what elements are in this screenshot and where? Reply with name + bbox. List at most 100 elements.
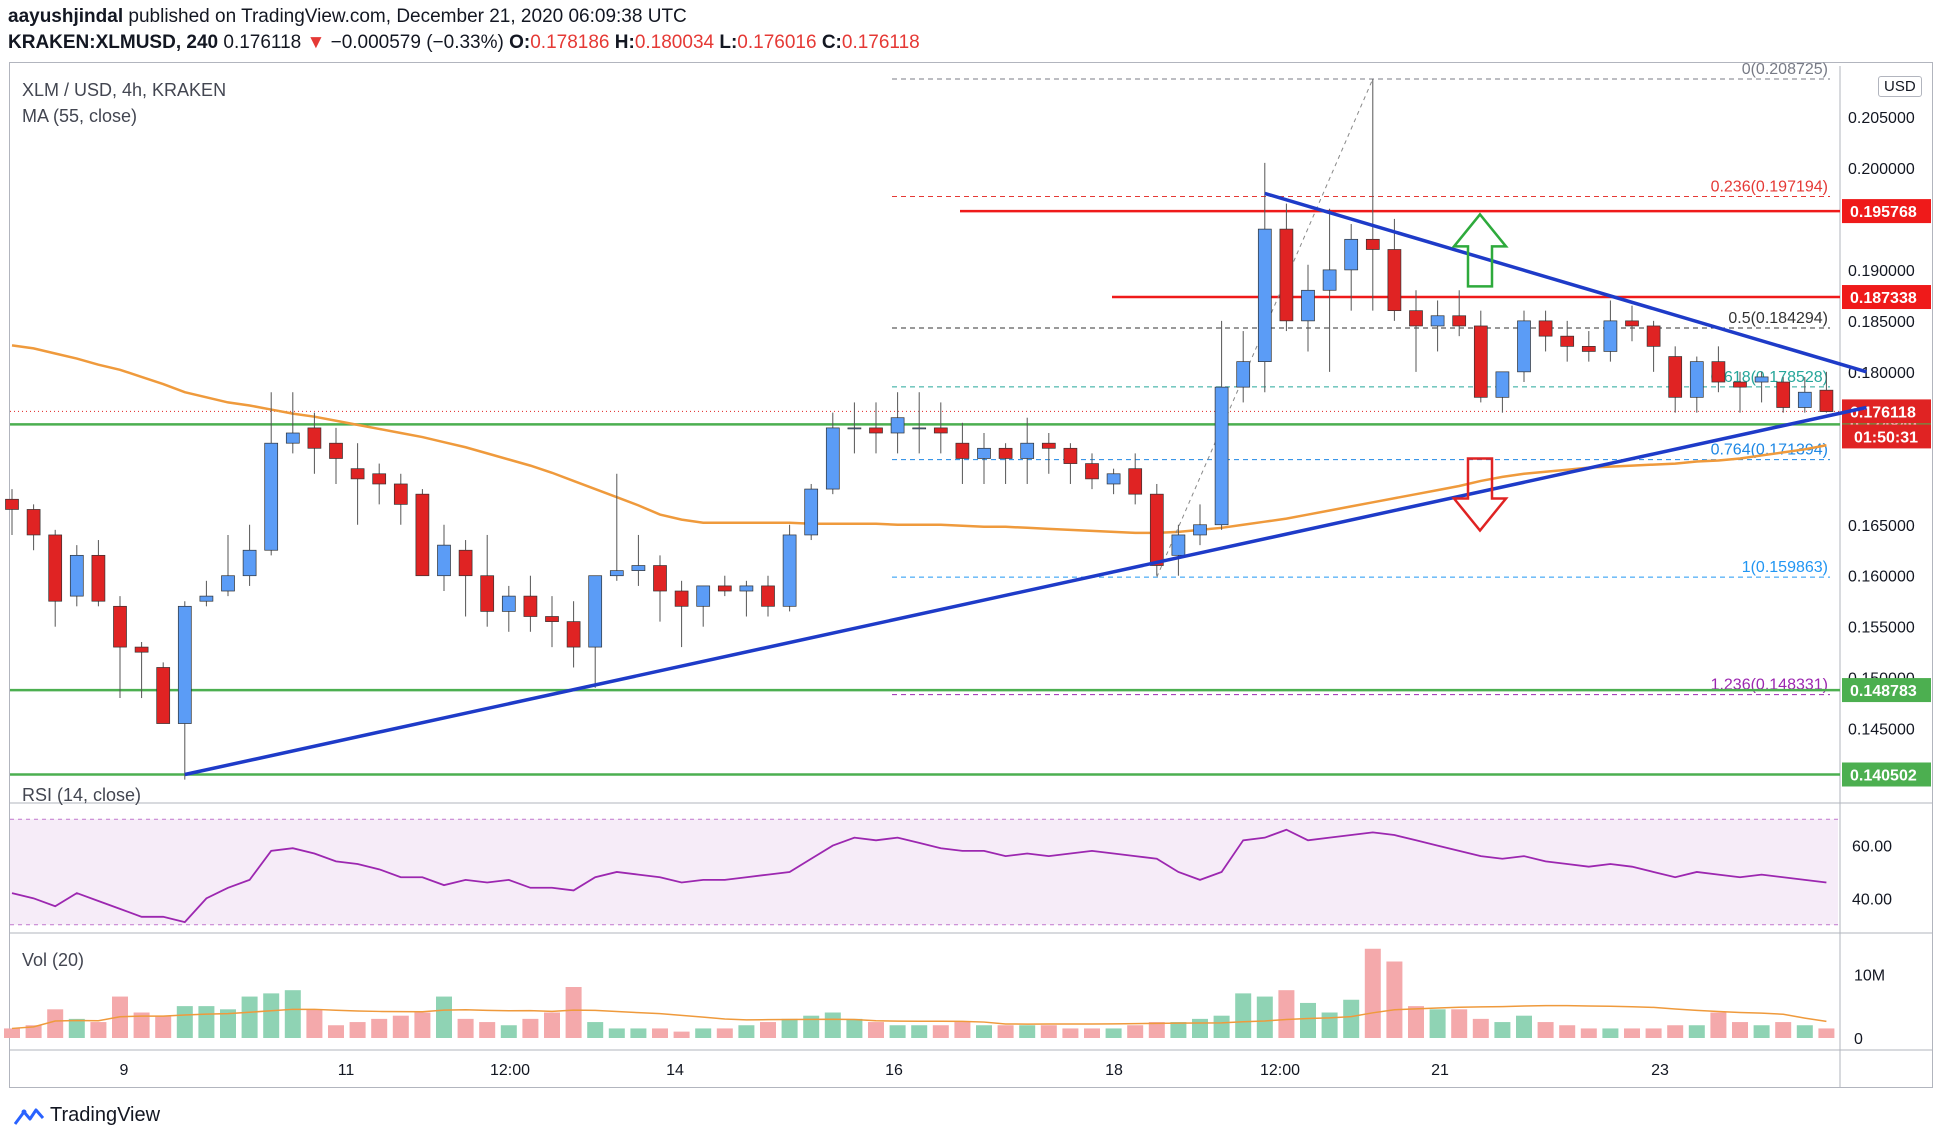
candle-bear bbox=[1149, 493, 1164, 566]
volume-bar bbox=[716, 1028, 733, 1038]
countdown-label: 01:50:31 bbox=[1854, 429, 1918, 446]
candle-bear bbox=[1819, 389, 1834, 412]
candle-bull bbox=[285, 432, 300, 444]
candle-bull bbox=[1193, 524, 1207, 536]
candle-bull bbox=[264, 442, 279, 551]
price-tag-label: 0.148783 bbox=[1850, 683, 1917, 700]
volume-bar bbox=[630, 1028, 647, 1038]
candle-bull bbox=[1020, 442, 1035, 459]
x-tick-label: 9 bbox=[120, 1062, 129, 1079]
currency-button[interactable]: USD bbox=[1878, 76, 1922, 97]
y-tick-label: 0.155000 bbox=[1848, 620, 1915, 637]
y-tick-label: 0.185000 bbox=[1848, 314, 1915, 331]
y-tick-label: 0.180000 bbox=[1848, 365, 1915, 382]
volume-bar bbox=[1364, 948, 1381, 1038]
candle-bull bbox=[1603, 320, 1618, 352]
candle-bull bbox=[1106, 473, 1121, 485]
candle-bull bbox=[825, 427, 840, 490]
volume-bar bbox=[1624, 1028, 1640, 1038]
last-price: 0.176118 bbox=[223, 32, 302, 53]
x-tick-label: 18 bbox=[1105, 1062, 1123, 1079]
vol-legend: Vol (20) bbox=[22, 950, 85, 970]
candle-bull bbox=[631, 565, 646, 571]
up-arrow-icon bbox=[1451, 212, 1509, 288]
x-tick-label: 23 bbox=[1651, 1062, 1669, 1079]
candle-bull bbox=[782, 534, 797, 607]
tradingview-footer[interactable]: TradingView bbox=[14, 1104, 160, 1127]
fib-level-label: 0.618(0.178528) bbox=[1711, 369, 1828, 386]
candle-bear bbox=[545, 616, 559, 622]
candle-bear bbox=[1279, 228, 1294, 322]
candle-bear bbox=[1646, 325, 1661, 347]
ohlc-line: KRAKEN:XLMUSD, 240 0.176118 ▼ −0.000579 … bbox=[8, 32, 920, 54]
volume-bar bbox=[1753, 1025, 1770, 1038]
candle-bull bbox=[69, 554, 84, 597]
candle-bear bbox=[5, 498, 19, 510]
price-tag-label: 0.195768 bbox=[1850, 204, 1917, 221]
volume-bar bbox=[220, 1009, 236, 1038]
last-price-tag bbox=[1842, 399, 1931, 424]
candle-bear bbox=[329, 442, 343, 459]
volume-bar bbox=[1818, 1028, 1835, 1038]
volume-bar bbox=[414, 1012, 431, 1038]
candle-bear bbox=[1538, 320, 1553, 337]
publish-line: aayushjindal published on TradingView.co… bbox=[8, 6, 687, 28]
volume-bar bbox=[1732, 1022, 1748, 1038]
candle-bull bbox=[890, 417, 905, 434]
y-tick-label: 0.190000 bbox=[1848, 263, 1915, 280]
candle-bull bbox=[221, 575, 235, 592]
volume-bar bbox=[1775, 1022, 1792, 1038]
vol-tick-label: 10M bbox=[1854, 967, 1885, 984]
volume-bar bbox=[932, 1025, 949, 1038]
volume-bar bbox=[846, 1018, 863, 1038]
price-tag-label: 0.187338 bbox=[1850, 290, 1917, 307]
tradingview-brand: TradingView bbox=[50, 1104, 161, 1126]
volume-bar bbox=[479, 1022, 496, 1038]
volume-bar bbox=[1408, 1006, 1424, 1038]
candle-bull bbox=[242, 549, 257, 577]
author-name[interactable]: aayushjindal bbox=[8, 6, 124, 27]
candle-bear bbox=[1560, 335, 1575, 347]
volume-bar bbox=[1062, 1028, 1079, 1038]
volume-bar bbox=[198, 1006, 215, 1038]
vol-tick-label: 0 bbox=[1854, 1031, 1863, 1048]
volume-bar bbox=[868, 1022, 884, 1038]
candle-bear bbox=[933, 427, 948, 434]
volume-bar bbox=[1170, 1022, 1187, 1038]
candle-bear bbox=[653, 565, 667, 592]
candle-bear bbox=[566, 621, 581, 648]
candle-bear bbox=[1387, 249, 1402, 312]
y-tick-label: 0.145000 bbox=[1848, 722, 1915, 739]
volume-bar bbox=[500, 1025, 517, 1038]
candle-bear bbox=[26, 509, 41, 536]
volume-bar bbox=[1516, 1015, 1532, 1038]
low-label: L: bbox=[719, 32, 738, 53]
volume-bar bbox=[608, 1028, 625, 1038]
candle-bear bbox=[91, 554, 106, 602]
volume-bar bbox=[1127, 1025, 1144, 1038]
x-tick-label: 14 bbox=[666, 1062, 684, 1079]
volume-bar bbox=[263, 993, 280, 1038]
candle-bull bbox=[1430, 315, 1445, 327]
volume-bar bbox=[457, 1018, 474, 1038]
candle-bull bbox=[199, 595, 214, 602]
ma-legend: MA (55, close) bbox=[22, 106, 138, 126]
y-tick-label: 0.205000 bbox=[1848, 110, 1915, 127]
countdown-tag bbox=[1842, 424, 1931, 449]
volume-bar bbox=[1192, 1018, 1208, 1038]
candle-bear bbox=[717, 585, 732, 592]
candle-bear bbox=[1085, 463, 1099, 480]
volume-bar bbox=[1429, 1009, 1446, 1038]
x-tick-label: 12:00 bbox=[1260, 1062, 1300, 1079]
candle-bear bbox=[1041, 442, 1056, 449]
rsi-line bbox=[11, 828, 1827, 924]
volume-bar bbox=[133, 1012, 150, 1038]
candle-bull bbox=[1517, 320, 1531, 373]
volume-bar bbox=[911, 1025, 928, 1038]
close-value: 0.176118 bbox=[841, 32, 920, 53]
volume-bar bbox=[1321, 1012, 1338, 1038]
candle-bull bbox=[1495, 371, 1510, 398]
volume-bar bbox=[25, 1025, 42, 1038]
candle-bear bbox=[674, 590, 689, 607]
